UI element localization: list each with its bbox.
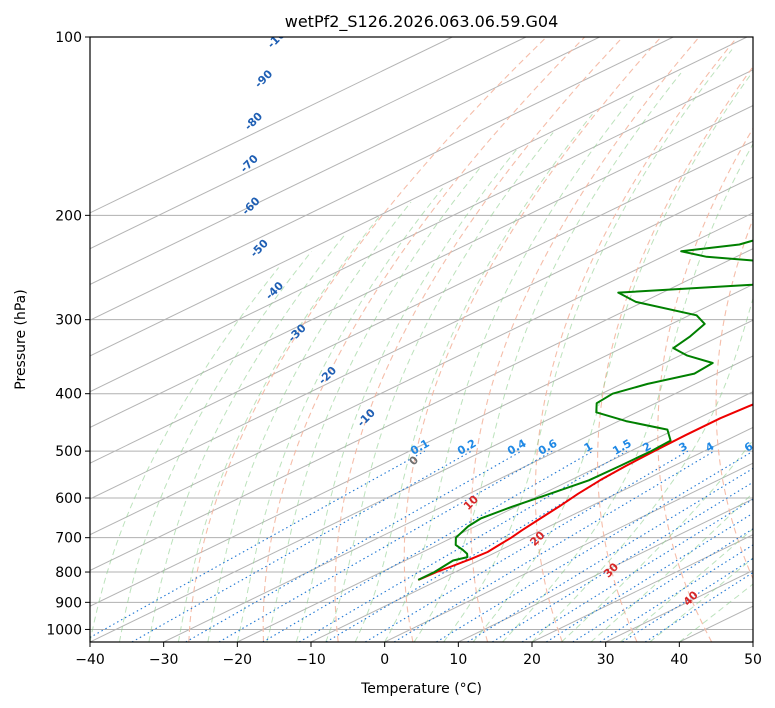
y-axis-ticks: 100 200 300 400 500 600 700 800 900 1000 bbox=[46, 30, 90, 638]
mixing-ratio-line bbox=[521, 498, 753, 642]
x-tick-label: −20 bbox=[223, 652, 253, 668]
mixing-ratio-line bbox=[298, 450, 628, 642]
mixing-ratio-lines bbox=[90, 450, 753, 642]
isotherm-line bbox=[384, 462, 753, 642]
mixing-ratio-line bbox=[644, 571, 753, 642]
moist-adiabat bbox=[413, 72, 682, 642]
moist-adiabat bbox=[119, 250, 312, 642]
isotherm-line bbox=[90, 69, 753, 393]
isotherm-line bbox=[90, 37, 748, 357]
isotherm-line bbox=[90, 248, 753, 572]
sounding-profiles bbox=[417, 239, 753, 581]
x-axis-ticks: −40 −30 −20 −10 0 10 20 30 40 50 bbox=[75, 642, 762, 668]
y-tick-label: 900 bbox=[55, 595, 82, 611]
mixing-ratio-line bbox=[467, 467, 753, 642]
plot-background bbox=[90, 37, 753, 642]
isotherm-line bbox=[90, 319, 753, 642]
moist-adiabat bbox=[590, 492, 753, 642]
plot-frame bbox=[89, 36, 754, 643]
x-tick-label: 10 bbox=[449, 652, 467, 668]
isotherm-line bbox=[90, 37, 674, 321]
dry-adiabat bbox=[334, 37, 624, 642]
moist-adiabat bbox=[236, 187, 443, 642]
moist-adiabat bbox=[354, 113, 593, 642]
x-tick-label: 50 bbox=[744, 652, 762, 668]
dewpoint-profile-line bbox=[417, 239, 753, 581]
isotherm-line bbox=[90, 37, 453, 214]
y-tick-label: 400 bbox=[55, 387, 82, 403]
temperature-profile-line bbox=[417, 403, 753, 581]
x-tick-label: 40 bbox=[670, 652, 688, 668]
isotherm-line bbox=[90, 140, 753, 464]
moist-adiabat bbox=[325, 132, 554, 642]
mixing-ratio-line bbox=[622, 557, 753, 642]
moist-adiabat bbox=[561, 439, 753, 642]
mixing-ratio-line bbox=[393, 450, 715, 642]
x-tick-label: 30 bbox=[597, 652, 615, 668]
x-axis-label: Temperature (°C) bbox=[360, 681, 482, 697]
dry-adiabat bbox=[534, 37, 738, 642]
mixing-ratio-line bbox=[131, 450, 472, 642]
x-tick-label: −10 bbox=[296, 652, 326, 668]
isotherm-line bbox=[752, 641, 753, 642]
isotherm-line bbox=[90, 37, 527, 250]
moist-adiabat bbox=[295, 149, 517, 642]
moist-adiabat bbox=[148, 233, 346, 642]
moist-adiabat bbox=[266, 165, 482, 642]
mixing-ratio-line bbox=[365, 450, 689, 642]
mixing-ratio-line bbox=[599, 544, 753, 642]
isotherm-line bbox=[458, 498, 753, 642]
moist-adiabat bbox=[207, 201, 412, 642]
isotherm-line bbox=[310, 426, 753, 642]
dry-adiabat bbox=[262, 37, 586, 642]
mixing-ratio-line bbox=[218, 450, 553, 642]
isotherm-line bbox=[531, 534, 753, 642]
moist-adiabat bbox=[620, 528, 753, 642]
isotherm-line bbox=[90, 37, 600, 285]
isotherm-line bbox=[90, 283, 753, 607]
isotherm-line bbox=[90, 176, 753, 500]
mixing-ratio-label: 8 bbox=[771, 440, 775, 455]
moist-adiabat bbox=[384, 94, 636, 642]
y-tick-label: 300 bbox=[55, 313, 82, 329]
y-axis-label: Pressure (hPa) bbox=[13, 289, 29, 389]
moist-adiabat bbox=[502, 142, 753, 642]
y-tick-label: 1000 bbox=[46, 622, 82, 638]
mixing-ratio-line bbox=[185, 450, 522, 642]
moist-adiabat bbox=[443, 49, 733, 642]
y-tick-label: 500 bbox=[55, 444, 82, 460]
y-tick-label: 800 bbox=[55, 565, 82, 581]
x-tick-label: −30 bbox=[149, 652, 179, 668]
mixing-ratio-label: 6 bbox=[742, 440, 755, 455]
y-tick-label: 600 bbox=[55, 491, 82, 507]
x-tick-label: 20 bbox=[523, 652, 541, 668]
x-tick-label: −40 bbox=[75, 652, 105, 668]
dry-adiabat bbox=[657, 127, 753, 642]
mixing-ratio-line bbox=[262, 450, 594, 642]
dry-adiabat bbox=[188, 37, 547, 642]
dry-adiabat bbox=[597, 65, 753, 642]
x-tick-label: 0 bbox=[380, 652, 389, 668]
isotherm-line bbox=[90, 105, 753, 428]
skewed-isotherm-grid bbox=[90, 37, 753, 642]
mixing-ratio-line bbox=[546, 512, 753, 642]
mixing-ratio-line bbox=[572, 528, 753, 642]
y-tick-label: 700 bbox=[55, 531, 82, 547]
chart-title: wetPf2_S126.2026.063.06.59.G04 bbox=[285, 12, 559, 32]
isotherm-line bbox=[90, 212, 753, 536]
y-tick-label: 100 bbox=[55, 30, 82, 46]
isotherm-line bbox=[163, 355, 753, 642]
moist-adiabat bbox=[90, 267, 279, 642]
isotherm-line bbox=[237, 391, 753, 642]
dry-adiabat bbox=[403, 37, 662, 642]
y-tick-label: 200 bbox=[55, 208, 82, 224]
